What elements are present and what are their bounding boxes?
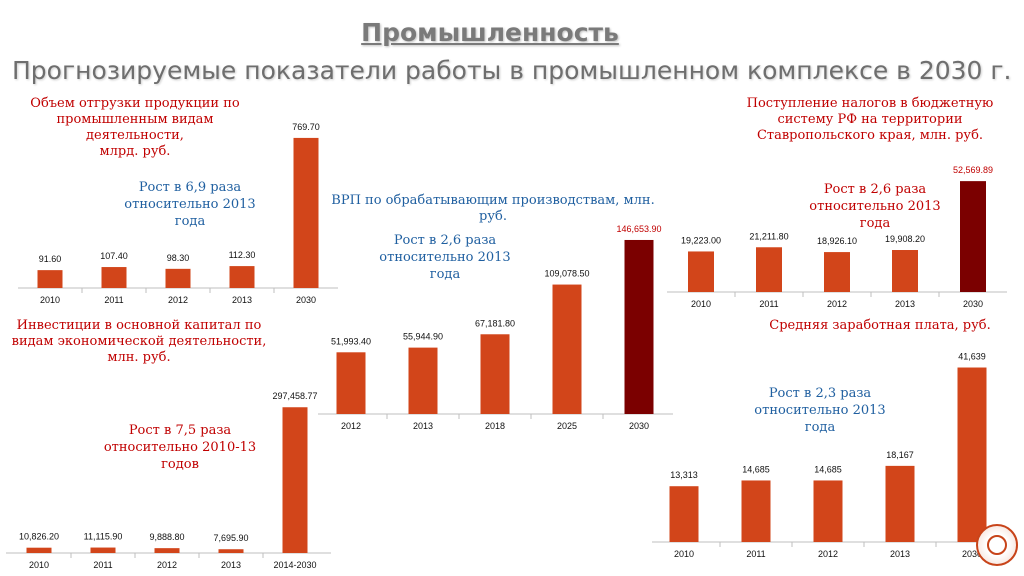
shipment-value-label: 769.70	[292, 122, 320, 132]
salary-value-label: 18,167	[886, 450, 914, 460]
taxes-value-label: 21,211.80	[749, 231, 788, 241]
taxes-caption: Поступление налогов в бюджетную систему …	[746, 96, 994, 143]
shipment-bar-2010	[37, 270, 63, 288]
shipment-growth-note: Рост в 6,9 раза относительно 2013 года	[124, 180, 256, 229]
vrp-caption: ВРП по обрабатывающим производствам, млн…	[331, 193, 655, 224]
vrp-category-label: 2018	[485, 421, 505, 431]
salary-bar-2030	[957, 367, 987, 542]
investments-category-label: 2014-2030	[273, 560, 316, 570]
taxes-category-label: 2012	[827, 299, 847, 309]
vrp-value-label: 109,078.50	[544, 269, 589, 279]
taxes-category-label: 2013	[895, 299, 915, 309]
shipment-category-label: 2011	[104, 295, 123, 305]
salary-growth-note: Рост в 2,3 раза относительно 2013 года	[754, 386, 886, 435]
vrp-growth-note: Рост в 2,6 раза относительно 2013 года	[379, 233, 511, 282]
shipment-bar-2012	[165, 268, 191, 288]
vrp-category-label: 2013	[413, 421, 433, 431]
investments-value-label: 297,458.77	[272, 391, 317, 401]
vrp-bar-2025	[552, 284, 582, 414]
vrp-bar-2030	[624, 239, 654, 414]
salary-bar-2012	[813, 480, 843, 542]
salary-category-label: 2013	[890, 549, 910, 559]
investments-value-label: 9,888.80	[149, 532, 184, 542]
investments-chart: 10,826.20 2010 11,115.90 2011 9,888.80 2012 7,…	[6, 391, 331, 570]
taxes-category-label: 2010	[691, 299, 711, 309]
taxes-value-label: 18,926.10	[817, 236, 857, 246]
shipment-category-label: 2012	[168, 295, 188, 305]
vrp-value-label: 67,181.80	[475, 318, 515, 328]
investments-value-label: 7,695.90	[213, 533, 248, 543]
shipment-value-label: 112.30	[229, 250, 256, 260]
shipment-bar-2030	[293, 137, 319, 288]
investments-category-label: 2011	[93, 560, 112, 570]
shipment-value-label: 107.40	[100, 251, 128, 261]
taxes-category-label: 2011	[759, 299, 778, 309]
corner-decoration	[976, 524, 1018, 566]
corner-decoration-inner	[987, 535, 1007, 555]
investments-bar-2013	[218, 549, 244, 553]
salary-chart: 13,313 2010 14,685 2011 14,685 2012 18,167 2013…	[652, 352, 1012, 559]
investments-value-label: 10,826.20	[19, 532, 59, 542]
salary-category-label: 2030	[962, 549, 982, 559]
investments-bar-2010	[26, 547, 52, 553]
investments-category-label: 2013	[221, 560, 241, 570]
vrp-value-label: 55,944.90	[403, 332, 443, 342]
vrp-category-label: 2030	[629, 421, 649, 431]
vrp-bar-2018	[480, 334, 510, 414]
investments-category-label: 2010	[29, 560, 49, 570]
vrp-chart: 51,993.40 2012 55,944.90 2013 67,181.80 2018 1…	[318, 224, 673, 431]
shipment-chart: 91.60 2010 107.40 2011 98.30 2012 112.30 2013 76…	[18, 122, 338, 305]
taxes-bar-2012	[824, 252, 850, 292]
salary-value-label: 14,685	[814, 464, 842, 474]
salary-value-label: 41,639	[958, 352, 986, 362]
vrp-value-label: 51,993.40	[331, 336, 371, 346]
salary-bar-2010	[669, 486, 699, 542]
shipment-bar-2011	[101, 267, 127, 288]
shipment-caption: Объем отгрузки продукции по промышленным…	[30, 96, 240, 159]
salary-bar-2013	[885, 465, 915, 542]
taxes-chart: 19,223.00 2010 21,211.80 2011 18,926.10 2012 1…	[667, 165, 1007, 309]
salary-category-label: 2012	[818, 549, 838, 559]
vrp-bar-2012	[336, 352, 366, 414]
salary-value-label: 13,313	[670, 470, 698, 480]
shipment-value-label: 98.30	[167, 253, 190, 263]
salary-value-label: 14,685	[742, 464, 770, 474]
vrp-category-label: 2012	[341, 421, 361, 431]
page-title: Промышленность	[361, 18, 619, 47]
salary-bar-2011	[741, 480, 771, 542]
salary-caption: Средняя заработная плата, руб.	[769, 318, 991, 333]
taxes-bar-2010	[688, 251, 714, 292]
taxes-bar-2030	[960, 181, 986, 292]
shipment-value-label: 91.60	[39, 254, 62, 264]
taxes-bar-2013	[892, 250, 918, 292]
vrp-bar-2013	[408, 347, 438, 414]
investments-bar-2011	[90, 547, 116, 553]
page-subtitle: Прогнозируемые показатели работы в промы…	[12, 56, 1012, 85]
investments-bar-2012	[154, 548, 180, 553]
taxes-category-label: 2030	[963, 299, 983, 309]
shipment-bar-2013	[229, 266, 255, 288]
vrp-value-label: 146,653.90	[616, 224, 661, 234]
investments-category-label: 2012	[157, 560, 177, 570]
salary-category-label: 2010	[674, 549, 694, 559]
salary-category-label: 2011	[746, 549, 765, 559]
taxes-value-label: 52,569.89	[953, 165, 993, 175]
taxes-value-label: 19,908.20	[885, 234, 925, 244]
shipment-category-label: 2010	[40, 295, 60, 305]
shipment-category-label: 2030	[296, 295, 316, 305]
shipment-category-label: 2013	[232, 295, 252, 305]
vrp-category-label: 2025	[557, 421, 577, 431]
taxes-growth-note: Рост в 2,6 раза относительно 2013 года	[809, 182, 941, 231]
investments-growth-note: Рост в 7,5 раза относительно 2010-13 год…	[103, 423, 257, 472]
investments-caption: Инвестиции в основной капитал по видам э…	[11, 318, 267, 365]
taxes-value-label: 19,223.00	[681, 235, 721, 245]
investments-bar-2014-2030	[282, 407, 308, 553]
taxes-bar-2011	[756, 247, 782, 292]
investments-value-label: 11,115.90	[84, 532, 123, 542]
